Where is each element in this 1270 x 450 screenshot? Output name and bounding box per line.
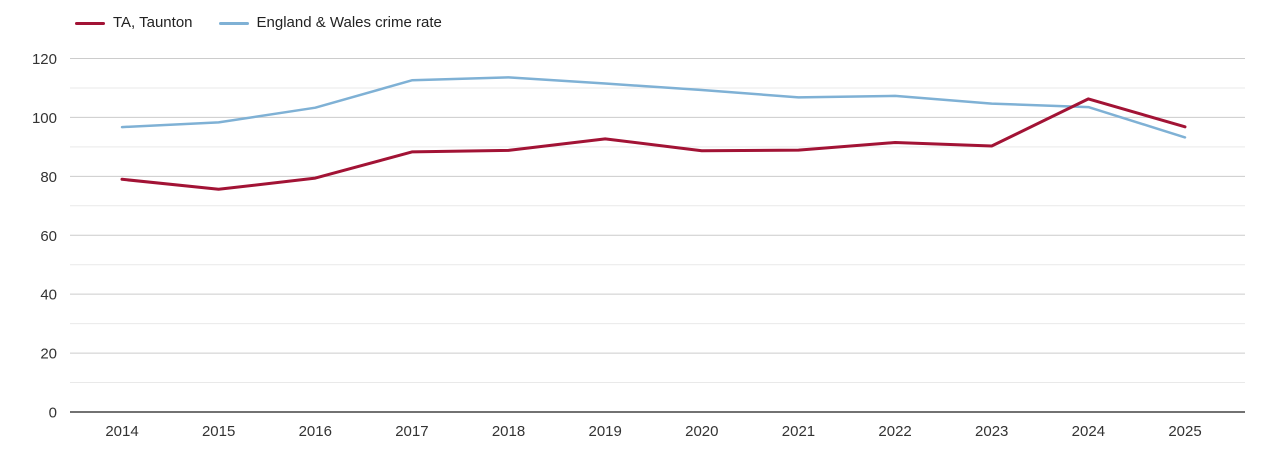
svg-text:100: 100 — [32, 110, 57, 127]
svg-text:2019: 2019 — [588, 423, 621, 440]
legend-swatch-taunton — [75, 21, 105, 25]
gridlines — [70, 58, 1245, 413]
data-series — [120, 76, 1187, 191]
svg-text:2020: 2020 — [685, 423, 718, 440]
svg-text:2022: 2022 — [878, 423, 911, 440]
chart-legend: TA, Taunton England & Wales crime rate — [75, 14, 442, 32]
svg-text:80: 80 — [40, 169, 57, 186]
svg-text:2014: 2014 — [105, 423, 138, 440]
svg-text:2023: 2023 — [975, 423, 1008, 440]
svg-text:2021: 2021 — [782, 423, 815, 440]
axis-labels: 0 20 40 60 80 100 120 2014 2015 2016 2017 2018 2019 2… — [32, 51, 1202, 440]
svg-text:60: 60 — [40, 228, 57, 245]
svg-text:120: 120 — [32, 51, 57, 68]
legend-item-england-wales: England & Wales crime rate — [218, 14, 442, 32]
svg-text:20: 20 — [40, 346, 57, 363]
svg-text:2018: 2018 — [492, 423, 525, 440]
legend-swatch-england-wales — [218, 21, 249, 25]
legend-item-taunton: TA, Taunton — [75, 14, 193, 32]
svg-text:2016: 2016 — [299, 423, 332, 440]
svg-text:2025: 2025 — [1168, 423, 1201, 440]
svg-text:2017: 2017 — [395, 423, 428, 440]
svg-text:0: 0 — [49, 405, 57, 422]
svg-text:2015: 2015 — [202, 423, 235, 440]
svg-text:40: 40 — [40, 287, 57, 304]
legend-label-taunton: TA, Taunton — [113, 14, 193, 31]
legend-label-england-wales: England & Wales crime rate — [256, 14, 442, 31]
svg-text:2024: 2024 — [1072, 423, 1105, 440]
